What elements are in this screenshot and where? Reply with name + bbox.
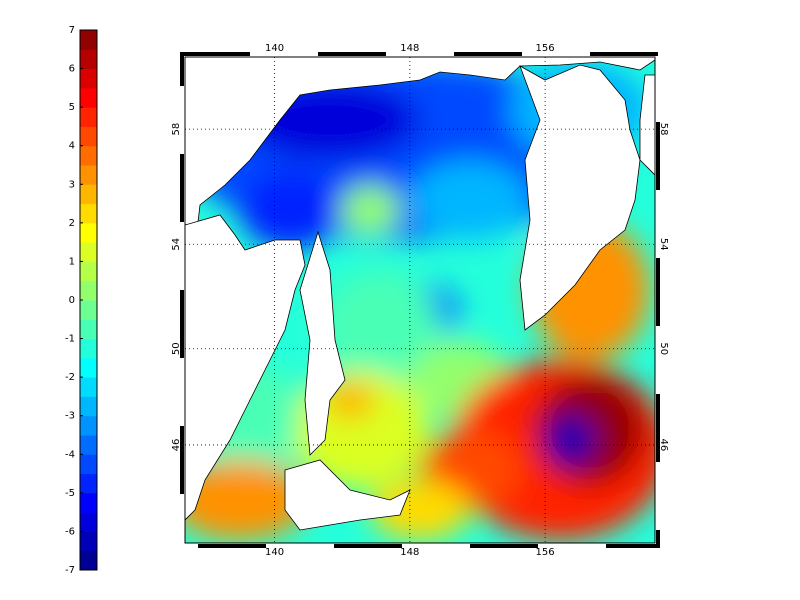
colorbar-swatch [80,184,97,205]
colorbar-swatch [80,242,97,262]
colorbar-tick-label: -5 [65,488,75,499]
colorbar-tick-label: -2 [65,372,75,383]
y-tick-label: 46 [658,439,669,452]
colorbar-swatch [80,550,97,571]
y-tick-label: 50 [171,342,182,355]
x-tick-label: 156 [536,547,555,558]
colorbar-swatch [80,87,97,108]
colorbar-tick-label: -6 [65,526,75,537]
x-tick-label: 156 [536,43,555,54]
map-frame [184,56,656,544]
colorbar-swatch [80,396,97,417]
colorbar-tick-label: 6 [69,64,75,75]
colorbar-swatch [80,435,97,455]
colorbar-swatch [80,261,97,282]
colorbar-swatch [80,145,97,166]
colorbar-swatch [80,377,97,397]
colorbar-tick-label: -4 [65,449,75,460]
colorbar-swatch [80,280,97,301]
colorbar-tick-label: 5 [69,102,75,113]
land [185,57,655,226]
colorbar-swatch [80,126,97,147]
land [639,74,655,176]
colorbar-swatch [80,300,97,320]
colorbar-tick-label: -7 [65,565,75,576]
y-tick-label: 46 [171,439,182,452]
y-tick-label: 58 [171,123,182,136]
colorbar-swatch [80,512,97,532]
colorbar-swatch [80,473,97,494]
land [284,459,411,531]
colorbar-swatch [80,49,97,70]
colorbar-tick-label: 3 [69,179,75,190]
land [299,230,346,456]
y-tick-label: 54 [658,238,669,251]
colorbar-tick-label: 7 [69,25,75,36]
colorbar-swatch [80,415,97,436]
colorbar-tick-label: -1 [65,334,75,345]
colorbar-swatch [80,165,97,185]
y-tick-label: 50 [658,342,669,355]
colorbar-swatch [80,319,97,340]
y-tick-label: 54 [171,238,182,251]
colorbar-swatch [80,531,97,552]
colorbar-swatch [80,492,97,513]
colorbar-swatch [80,222,97,243]
colorbar-swatch [80,30,97,50]
x-tick-label: 148 [400,43,419,54]
colorbar-tick-label: 0 [69,295,75,306]
colorbar-swatch [80,203,97,224]
colorbar-tick-label: -3 [65,411,75,422]
map-border [180,52,660,548]
x-tick-label: 140 [265,547,284,558]
x-tick-label: 148 [400,547,419,558]
data-field [185,57,655,543]
colorbar-tick-label: 2 [69,218,75,229]
colorbar-tick-label: 4 [69,141,75,152]
land [519,64,641,331]
y-tick-label: 58 [658,123,669,136]
land [185,214,306,521]
colorbar-tick-label: 1 [69,256,75,267]
x-tick-label: 140 [265,43,284,54]
colorbar-swatch [80,338,97,359]
colorbar-swatch [80,107,97,127]
colorbar-swatch [80,357,97,378]
colorbar-swatch [80,68,97,89]
colorbar-swatch [80,454,97,475]
